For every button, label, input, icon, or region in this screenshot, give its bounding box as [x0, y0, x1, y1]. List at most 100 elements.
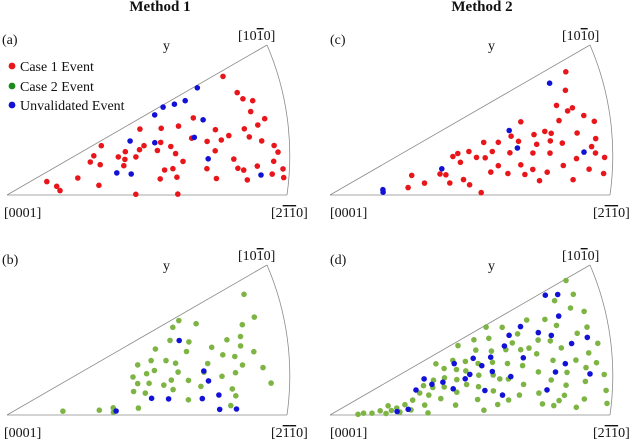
- data-point-unvalidated: [113, 408, 119, 414]
- data-point-case2: [219, 373, 225, 380]
- data-point-case2: [409, 397, 416, 403]
- data-point-case1: [97, 161, 103, 168]
- sector-top-edge: [6, 264, 268, 416]
- data-point-case2: [509, 340, 516, 346]
- data-point-case2: [489, 359, 496, 366]
- data-point-case1: [175, 191, 181, 197]
- data-point-case2: [146, 380, 152, 387]
- data-point-unvalidated: [194, 85, 201, 91]
- data-point-case1: [489, 148, 496, 155]
- data-point-case2: [175, 369, 181, 375]
- data-point-case1: [258, 138, 265, 144]
- data-point-unvalidated: [216, 406, 223, 413]
- data-point-case1: [560, 162, 567, 169]
- data-point-case2: [220, 352, 226, 358]
- data-point-unvalidated: [568, 340, 575, 347]
- data-point-case2: [167, 337, 173, 344]
- data-point-case1: [562, 87, 569, 94]
- data-point-unvalidated: [450, 386, 457, 392]
- data-point-case1: [553, 102, 560, 109]
- data-point-case2: [548, 377, 554, 383]
- data-point-case2: [441, 384, 448, 390]
- data-point-case2: [499, 324, 506, 331]
- data-point-case2: [463, 381, 470, 388]
- data-point-case1: [141, 142, 147, 149]
- data-point-case1: [547, 150, 553, 156]
- data-point-case2: [186, 339, 192, 345]
- data-point-case2: [574, 330, 580, 337]
- data-point-unvalidated: [506, 127, 512, 134]
- data-point-case2: [542, 316, 548, 323]
- data-point-case2: [130, 374, 136, 380]
- data-point-unvalidated: [479, 362, 485, 369]
- data-point-case2: [237, 333, 244, 340]
- data-point-unvalidated: [429, 381, 435, 388]
- data-point-case1: [121, 162, 127, 169]
- data-point-case1: [588, 143, 595, 150]
- panel-d: (d) y [1010] [0001] [2110]: [329, 249, 630, 440]
- data-point-case2: [60, 408, 66, 415]
- data-point-case1: [168, 143, 174, 150]
- data-point-case1: [87, 159, 94, 165]
- data-point-unvalidated: [581, 149, 587, 155]
- data-point-case2: [185, 397, 192, 403]
- data-point-case1: [75, 175, 81, 181]
- data-point-case1: [505, 170, 511, 177]
- data-point-case2: [452, 402, 459, 408]
- corner-label-origin: [0001]: [330, 426, 367, 440]
- data-point-case2: [573, 357, 579, 363]
- data-point-case2: [593, 359, 600, 366]
- data-point-unvalidated: [440, 379, 446, 386]
- data-point-case1: [408, 172, 415, 179]
- data-point-case1: [240, 167, 247, 173]
- data-point-case2: [535, 369, 542, 375]
- data-point-case2: [425, 410, 431, 416]
- data-point-case2: [369, 410, 375, 417]
- data-point-case2: [168, 377, 175, 383]
- data-point-unvalidated: [439, 166, 445, 172]
- legend-marker-unvalidated: [8, 101, 16, 109]
- data-point-case2: [474, 396, 481, 403]
- data-point-case2: [455, 342, 461, 349]
- panel-a: (a) y [1010] [0001] [2110] Case 1 Event …: [2, 29, 308, 221]
- data-point-unvalidated: [200, 117, 206, 123]
- data-point-case1: [249, 97, 256, 104]
- data-point-case1: [122, 148, 129, 155]
- data-point-case1: [508, 133, 514, 139]
- sector-arc: [266, 44, 291, 196]
- data-point-case1: [592, 150, 599, 156]
- data-point-unvalidated: [470, 355, 477, 362]
- data-point-case2: [377, 408, 384, 414]
- data-point-case2: [134, 362, 141, 368]
- data-point-case2: [185, 377, 192, 384]
- data-point-case1: [405, 184, 411, 191]
- corner-label-top: [1010]: [562, 29, 599, 44]
- corner-label-top: [1010]: [562, 249, 599, 264]
- data-point-case2: [208, 344, 215, 351]
- data-point-case2: [172, 360, 179, 367]
- data-point-case2: [385, 403, 391, 409]
- data-point-case1: [212, 148, 218, 154]
- data-point-unvalidated: [487, 354, 494, 361]
- data-point-unvalidated: [205, 156, 211, 162]
- data-point-case1: [564, 108, 571, 114]
- data-point-case1: [478, 189, 485, 196]
- data-point-case2: [463, 368, 469, 374]
- data-point-case1: [447, 180, 453, 186]
- legend-marker-case2: [8, 82, 16, 90]
- data-point-unvalidated: [489, 368, 496, 375]
- data-point-case1: [158, 125, 164, 132]
- data-point-unvalidated: [535, 329, 542, 336]
- data-point-case1: [133, 191, 139, 198]
- data-point-unvalidated: [148, 395, 155, 402]
- data-point-unvalidated: [482, 387, 488, 394]
- data-point-case1: [530, 166, 536, 173]
- corner-label-top: [1010]: [238, 29, 275, 44]
- data-point-unvalidated: [501, 343, 508, 349]
- data-point-case2: [582, 378, 589, 385]
- data-point-case2: [475, 383, 482, 390]
- data-point-case1: [180, 158, 186, 165]
- data-point-unvalidated: [128, 171, 134, 177]
- y-axis-label: y: [488, 39, 495, 54]
- sector-top-edge: [329, 44, 591, 196]
